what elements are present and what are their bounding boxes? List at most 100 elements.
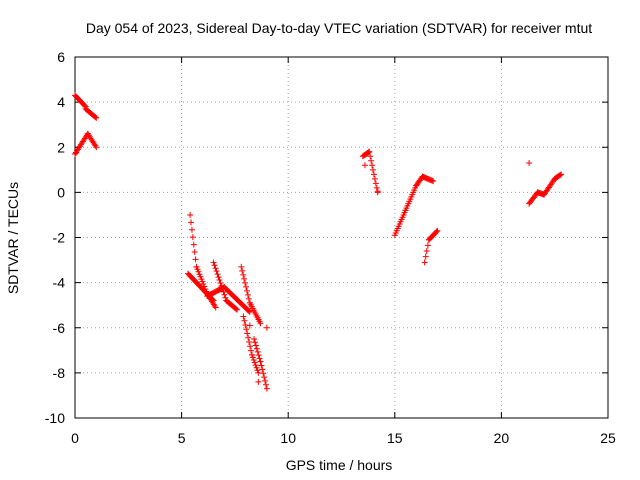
x-tick-label: 5 (178, 430, 186, 446)
data-point (246, 339, 253, 346)
data-point (249, 354, 256, 361)
plot-frame (74, 56, 609, 419)
x-tick-label: 20 (494, 430, 510, 446)
data-point (242, 279, 249, 286)
data-point (263, 324, 270, 331)
data-point (374, 188, 381, 195)
data-point (557, 171, 564, 178)
data-point (248, 347, 255, 354)
x-tick-labels: 0 5 10 15 20 25 (71, 430, 616, 446)
data-point (210, 259, 217, 266)
data-point (245, 295, 252, 302)
data-point (92, 114, 99, 121)
y-tick-label: 2 (57, 139, 65, 155)
y-tick-label: -6 (53, 320, 66, 336)
data-point (248, 351, 255, 358)
data-point (372, 180, 379, 187)
data-point (93, 144, 100, 151)
data-point (241, 275, 248, 282)
data-point (240, 271, 247, 278)
data-point (215, 274, 222, 281)
data-point (262, 377, 269, 384)
data-point (233, 305, 240, 312)
y-tick-label: 0 (57, 184, 65, 200)
data-point (434, 227, 441, 234)
data-point (252, 339, 259, 346)
data-point (190, 241, 197, 248)
data-point (211, 262, 218, 269)
data-point (242, 321, 249, 328)
data-point (241, 317, 248, 324)
data-point (247, 343, 254, 350)
data-point (254, 348, 261, 355)
data-point (252, 362, 259, 369)
data-point (424, 242, 431, 249)
data-point (239, 267, 246, 274)
data-point (212, 265, 219, 272)
data-point (238, 263, 245, 270)
data-point (255, 352, 262, 359)
data-point (263, 385, 270, 392)
data-point (258, 362, 265, 369)
data-point (212, 304, 219, 311)
data-point (366, 148, 373, 155)
data-point (361, 162, 368, 169)
data-point (81, 102, 88, 109)
data-point (252, 342, 259, 349)
data-point (257, 358, 264, 365)
y-tick-label: -4 (53, 275, 66, 291)
data-point (255, 378, 262, 385)
data-point (261, 374, 268, 381)
data-point (371, 175, 378, 182)
data-point (243, 283, 250, 290)
data-point (234, 306, 241, 313)
data-point (187, 211, 194, 218)
data-point (257, 320, 264, 327)
data-point (430, 178, 437, 185)
data-point (368, 157, 375, 164)
data-point (423, 248, 430, 255)
data-point (93, 114, 100, 121)
data-point (365, 149, 372, 156)
data-points (72, 92, 565, 392)
data-point (558, 171, 565, 178)
data-point (246, 322, 253, 329)
axis-ticks (74, 56, 609, 419)
grid (75, 57, 608, 418)
data-point (73, 149, 80, 156)
data-point (262, 381, 269, 388)
data-point (259, 366, 266, 373)
data-point (222, 294, 229, 301)
data-point (422, 253, 429, 260)
data-point (370, 166, 377, 173)
data-point (367, 153, 374, 160)
x-tick-label: 25 (600, 430, 616, 446)
data-point (245, 334, 252, 341)
data-point (213, 268, 220, 275)
x-tick-label: 15 (387, 430, 403, 446)
data-point (189, 234, 196, 241)
data-point (433, 228, 440, 235)
data-point (370, 171, 377, 178)
data-point (253, 345, 260, 352)
x-axis-label: GPS time / hours (286, 457, 393, 473)
data-point (188, 226, 195, 233)
y-tick-label: 4 (57, 94, 65, 110)
data-point (256, 355, 263, 362)
data-point (216, 277, 223, 284)
x-tick-label: 10 (280, 430, 296, 446)
data-point (214, 271, 221, 278)
data-point (250, 356, 257, 363)
data-point (251, 359, 258, 366)
data-point (221, 291, 228, 298)
data-point (421, 259, 428, 266)
data-point (369, 162, 376, 169)
x-tick-label: 0 (71, 430, 79, 446)
data-point (191, 249, 198, 256)
data-point (244, 291, 251, 298)
y-axis-label: SDTVAR / TECUs (5, 182, 21, 294)
data-point (526, 160, 533, 167)
data-point (243, 287, 250, 294)
y-tick-label: -2 (53, 230, 66, 246)
